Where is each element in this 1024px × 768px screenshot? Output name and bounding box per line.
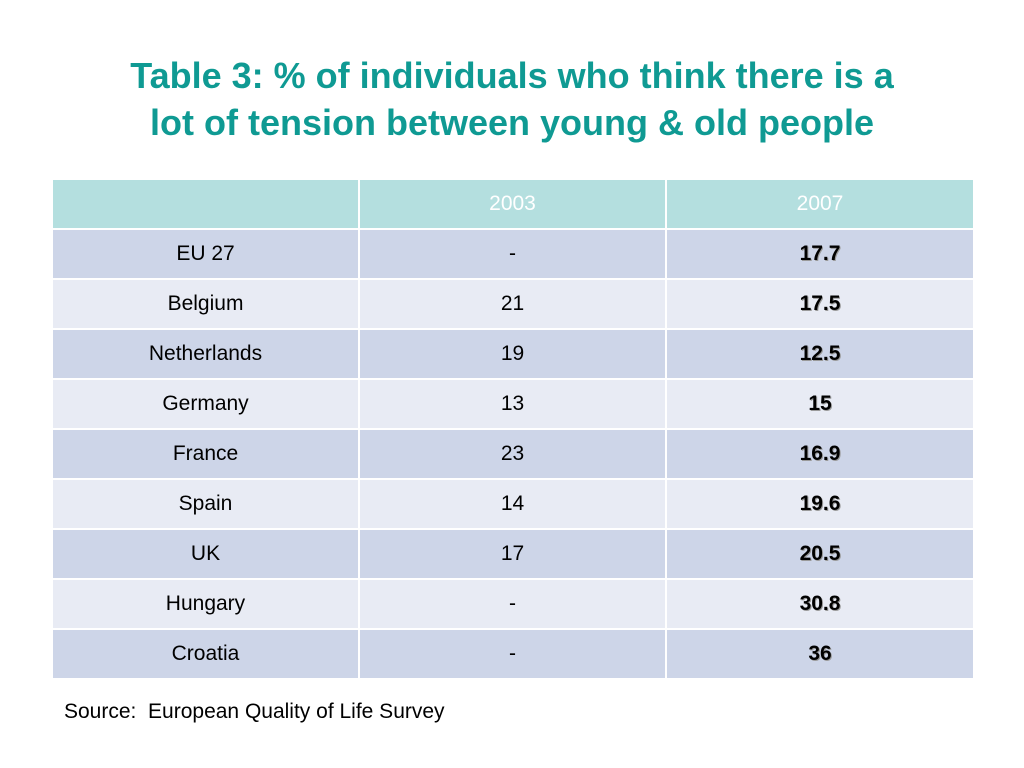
header-cell-2007: 2007	[665, 178, 975, 230]
country-cell: EU 27	[51, 228, 360, 280]
value-2007-cell: 17.7	[665, 228, 975, 280]
table-row: France 23 16.9	[51, 428, 975, 480]
value-2003-cell: 17	[358, 528, 667, 580]
value-2003-cell: 14	[358, 478, 667, 530]
value-2007-cell: 36	[665, 628, 975, 680]
country-cell: Croatia	[51, 628, 360, 680]
table-row: Germany 13 15	[51, 378, 975, 430]
country-cell: France	[51, 428, 360, 480]
header-cell-2003: 2003	[358, 178, 667, 230]
source-note: Source: European Quality of Life Survey	[64, 700, 445, 723]
table-row: Belgium 21 17.5	[51, 278, 975, 330]
table-row: Spain 14 19.6	[51, 478, 975, 530]
value-2007-cell: 15	[665, 378, 975, 430]
table-row: Hungary - 30.8	[51, 578, 975, 630]
table-row: UK 17 20.5	[51, 528, 975, 580]
value-2007-cell: 16.9	[665, 428, 975, 480]
value-2003-cell: -	[358, 228, 667, 280]
table-row: Croatia - 36	[51, 628, 975, 680]
value-2003-cell: 23	[358, 428, 667, 480]
value-2007-cell: 17.5	[665, 278, 975, 330]
country-cell: Spain	[51, 478, 360, 530]
value-2003-cell: 19	[358, 328, 667, 380]
title-line-2: lot of tension between young & old peopl…	[150, 102, 874, 143]
value-2007-cell: 12.5	[665, 328, 975, 380]
header-cell-blank	[51, 178, 360, 230]
table-row: EU 27 - 17.7	[51, 228, 975, 280]
country-cell: UK	[51, 528, 360, 580]
value-2003-cell: -	[358, 628, 667, 680]
tension-table: 2003 2007 EU 27 - 17.7 Belgium 21 17.5 N…	[51, 178, 975, 680]
value-2007-cell: 20.5	[665, 528, 975, 580]
country-cell: Germany	[51, 378, 360, 430]
value-2003-cell: -	[358, 578, 667, 630]
value-2007-cell: 19.6	[665, 478, 975, 530]
value-2003-cell: 13	[358, 378, 667, 430]
country-cell: Hungary	[51, 578, 360, 630]
table-row: Netherlands 19 12.5	[51, 328, 975, 380]
country-cell: Netherlands	[51, 328, 360, 380]
title-line-1: Table 3: % of individuals who think ther…	[130, 55, 894, 96]
value-2003-cell: 21	[358, 278, 667, 330]
country-cell: Belgium	[51, 278, 360, 330]
page-title: Table 3: % of individuals who think ther…	[40, 52, 984, 146]
table-header-row: 2003 2007	[51, 178, 975, 230]
value-2007-cell: 30.8	[665, 578, 975, 630]
